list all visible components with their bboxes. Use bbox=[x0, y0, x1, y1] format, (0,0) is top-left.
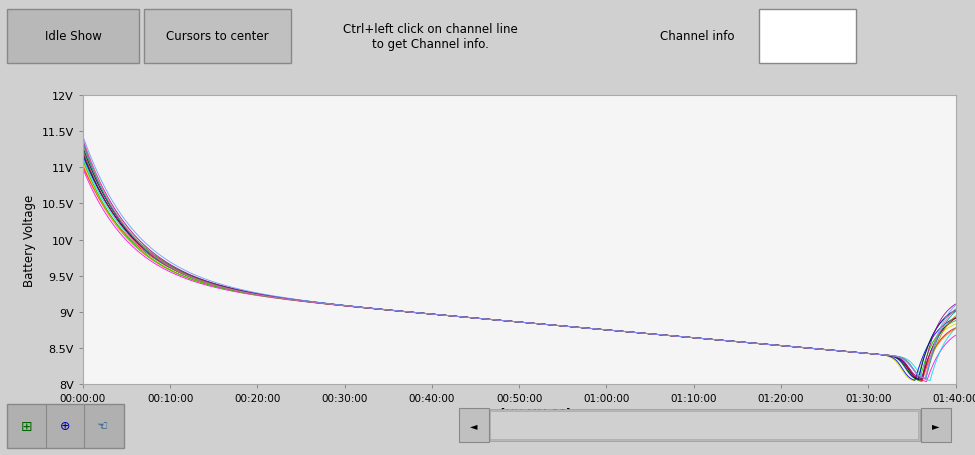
Text: ⊞: ⊞ bbox=[21, 419, 33, 433]
FancyBboxPatch shape bbox=[459, 408, 489, 442]
Text: Ctrl+left click on channel line
to get Channel info.: Ctrl+left click on channel line to get C… bbox=[342, 23, 518, 51]
Text: ►: ► bbox=[932, 420, 940, 430]
FancyBboxPatch shape bbox=[7, 10, 139, 64]
Text: Cursors to center: Cursors to center bbox=[166, 30, 268, 43]
FancyBboxPatch shape bbox=[144, 10, 291, 64]
Text: Idle Show: Idle Show bbox=[45, 30, 101, 43]
FancyBboxPatch shape bbox=[7, 404, 124, 448]
Text: Channel info: Channel info bbox=[660, 30, 734, 43]
Text: ☜: ☜ bbox=[98, 420, 108, 432]
X-axis label: Time [HH:MM:SS]: Time [HH:MM:SS] bbox=[468, 406, 570, 419]
FancyBboxPatch shape bbox=[490, 411, 918, 439]
FancyBboxPatch shape bbox=[490, 409, 920, 441]
FancyBboxPatch shape bbox=[921, 408, 951, 442]
Y-axis label: Battery Voltage: Battery Voltage bbox=[23, 194, 36, 286]
FancyBboxPatch shape bbox=[759, 10, 856, 64]
Text: ◄: ◄ bbox=[470, 420, 478, 430]
Text: ⊕: ⊕ bbox=[59, 420, 70, 432]
